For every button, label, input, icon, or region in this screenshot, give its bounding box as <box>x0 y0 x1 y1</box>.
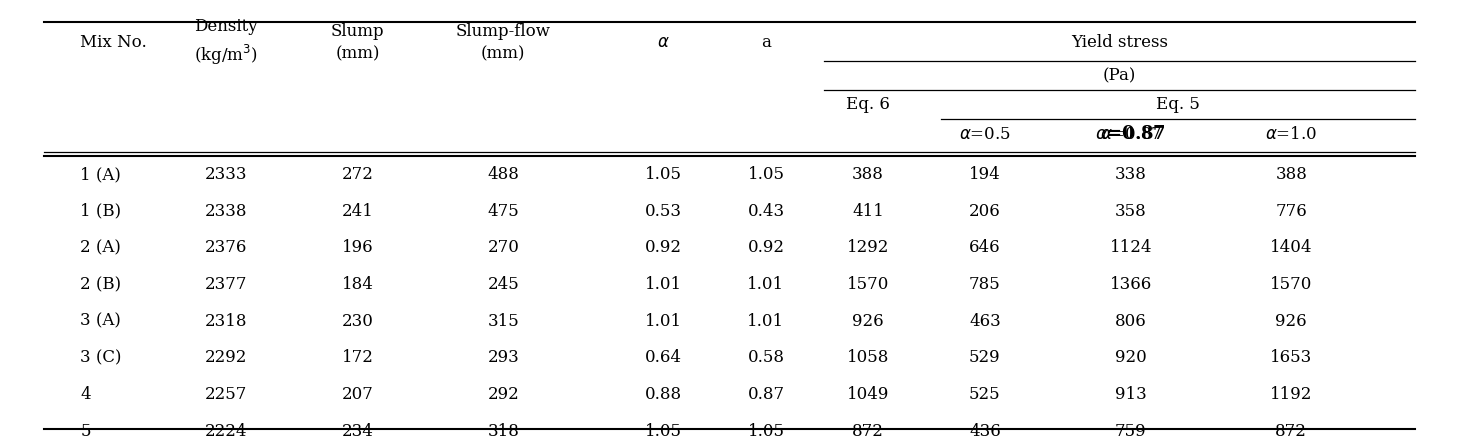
Text: 272: 272 <box>341 166 374 183</box>
Text: 1292: 1292 <box>846 239 890 256</box>
Text: 388: 388 <box>1275 166 1307 183</box>
Text: 0.58: 0.58 <box>747 349 785 366</box>
Text: 0.43: 0.43 <box>747 202 785 219</box>
Text: 2 (A): 2 (A) <box>80 239 121 256</box>
Text: 338: 338 <box>1115 166 1147 183</box>
Text: 3 (C): 3 (C) <box>80 349 121 366</box>
Text: 207: 207 <box>341 386 374 403</box>
Text: $\alpha$=0.87: $\alpha$=0.87 <box>1100 126 1161 143</box>
Text: 1.05: 1.05 <box>645 166 683 183</box>
Text: 0.64: 0.64 <box>645 349 683 366</box>
Text: 1.05: 1.05 <box>645 422 683 439</box>
Text: 0.88: 0.88 <box>645 386 683 403</box>
Text: 2338: 2338 <box>204 202 248 219</box>
Text: 463: 463 <box>969 312 1001 329</box>
Text: 230: 230 <box>341 312 374 329</box>
Text: 2 (B): 2 (B) <box>80 276 121 293</box>
Text: 293: 293 <box>487 349 519 366</box>
Text: 872: 872 <box>852 422 884 439</box>
Text: 2333: 2333 <box>204 166 248 183</box>
Text: 525: 525 <box>969 386 1001 403</box>
Text: 759: 759 <box>1115 422 1147 439</box>
Text: 315: 315 <box>487 312 519 329</box>
Text: 646: 646 <box>969 239 1001 256</box>
Text: Yield stress: Yield stress <box>1071 34 1169 51</box>
Text: Slump-flow
(mm): Slump-flow (mm) <box>455 23 552 62</box>
Text: 920: 920 <box>1115 349 1147 366</box>
Text: 926: 926 <box>1275 312 1307 329</box>
Text: 241: 241 <box>341 202 374 219</box>
Text: 1058: 1058 <box>846 349 890 366</box>
Text: 436: 436 <box>969 422 1001 439</box>
Text: 776: 776 <box>1275 202 1307 219</box>
Text: 1.05: 1.05 <box>747 422 785 439</box>
Text: 292: 292 <box>487 386 519 403</box>
Text: 1653: 1653 <box>1271 349 1312 366</box>
Text: 2257: 2257 <box>204 386 248 403</box>
Text: 872: 872 <box>1275 422 1307 439</box>
Text: 1570: 1570 <box>846 276 890 293</box>
Text: 529: 529 <box>969 349 1001 366</box>
Text: 196: 196 <box>341 239 374 256</box>
Text: 4: 4 <box>80 386 90 403</box>
Text: 1570: 1570 <box>1269 276 1313 293</box>
Text: 0.87: 0.87 <box>747 386 785 403</box>
Text: 194: 194 <box>969 166 1001 183</box>
Text: 245: 245 <box>487 276 519 293</box>
Text: 1404: 1404 <box>1269 239 1313 256</box>
Text: Density
(kg/m$^3$): Density (kg/m$^3$) <box>194 18 258 67</box>
Text: 3 (A): 3 (A) <box>80 312 121 329</box>
Text: 1 (A): 1 (A) <box>80 166 121 183</box>
Text: $\alpha$=1.0: $\alpha$=1.0 <box>1265 126 1317 143</box>
Text: 2292: 2292 <box>204 349 248 366</box>
Text: Slump
(mm): Slump (mm) <box>331 23 384 62</box>
Text: 1 (B): 1 (B) <box>80 202 121 219</box>
Text: 785: 785 <box>969 276 1001 293</box>
Text: 1366: 1366 <box>1110 276 1151 293</box>
Text: 2224: 2224 <box>204 422 248 439</box>
Text: 1192: 1192 <box>1269 386 1313 403</box>
Text: 358: 358 <box>1115 202 1147 219</box>
Text: $\alpha$: $\alpha$ <box>658 34 670 51</box>
Text: 388: 388 <box>852 166 884 183</box>
Text: 5: 5 <box>80 422 90 439</box>
Text: 806: 806 <box>1115 312 1147 329</box>
Text: $\alpha$=0.87: $\alpha$=0.87 <box>1096 125 1166 143</box>
Text: 411: 411 <box>852 202 884 219</box>
Text: 1.01: 1.01 <box>747 312 785 329</box>
Text: $\alpha$=0.5: $\alpha$=0.5 <box>959 126 1011 143</box>
Text: 488: 488 <box>487 166 519 183</box>
Text: 270: 270 <box>487 239 519 256</box>
Text: 1.01: 1.01 <box>747 276 785 293</box>
Text: 0.92: 0.92 <box>747 239 785 256</box>
Text: 913: 913 <box>1115 386 1147 403</box>
Text: 1.05: 1.05 <box>747 166 785 183</box>
Text: 475: 475 <box>487 202 519 219</box>
Text: Eq. 6: Eq. 6 <box>846 96 890 114</box>
Text: 184: 184 <box>341 276 374 293</box>
Text: 234: 234 <box>341 422 374 439</box>
Text: 2318: 2318 <box>204 312 248 329</box>
Text: 318: 318 <box>487 422 519 439</box>
Text: 1.01: 1.01 <box>645 312 683 329</box>
Text: 2377: 2377 <box>204 276 248 293</box>
Text: 1049: 1049 <box>846 386 890 403</box>
Text: 0.92: 0.92 <box>645 239 683 256</box>
Text: 206: 206 <box>969 202 1001 219</box>
Text: 0.53: 0.53 <box>645 202 683 219</box>
Text: a: a <box>762 34 770 51</box>
Text: 172: 172 <box>341 349 374 366</box>
Text: Eq. 5: Eq. 5 <box>1156 96 1201 114</box>
Text: 926: 926 <box>852 312 884 329</box>
Text: 1124: 1124 <box>1109 239 1153 256</box>
Text: 2376: 2376 <box>204 239 248 256</box>
Text: Mix No.: Mix No. <box>80 34 147 51</box>
Text: 1.01: 1.01 <box>645 276 683 293</box>
Text: (Pa): (Pa) <box>1103 67 1137 84</box>
